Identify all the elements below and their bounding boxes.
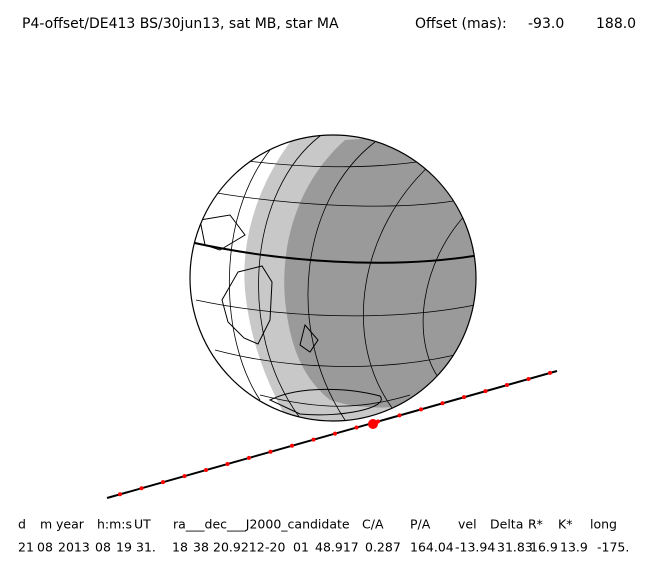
column-header: vel (458, 517, 477, 532)
column-header: h:m:s (97, 517, 132, 532)
cell: 20.9212 (213, 540, 265, 555)
path-point (139, 486, 144, 491)
path-point (311, 437, 316, 442)
globe (190, 135, 476, 421)
cell: 2013 (58, 540, 90, 555)
cell: -175. (597, 540, 629, 555)
cell: 16.9 (530, 540, 558, 555)
path-point (290, 443, 294, 448)
column-header: K* (558, 517, 572, 532)
cell: 38 (193, 540, 209, 555)
offset-label: Offset (mas): (415, 16, 507, 32)
path-point (118, 492, 122, 497)
path-point (462, 395, 466, 400)
offset-x: -93.0 (528, 16, 564, 32)
path-point (161, 480, 165, 485)
column-header: long (590, 517, 617, 532)
cell: -20 (265, 540, 285, 555)
column-header: year (56, 517, 85, 532)
column-header: ra___dec___J2000_candidate (173, 517, 350, 532)
cell: -13.94 (455, 540, 495, 555)
cell: 164.04 (410, 540, 454, 555)
globe-rim (189, 134, 477, 422)
table: d m year h:m:s UT ra___dec___J2000_candidate C… (18, 517, 629, 555)
cell: 0.287 (365, 540, 401, 555)
path-point (247, 455, 251, 460)
path-point (204, 468, 208, 473)
path-point (225, 461, 230, 466)
cell: 08 (37, 540, 53, 555)
cell: 08 (95, 540, 111, 555)
cell: 01 (293, 540, 309, 555)
path-point (182, 474, 187, 479)
cell: 31. (136, 540, 156, 555)
offset-y: 188.0 (596, 16, 636, 32)
cell: 48.917 (315, 540, 359, 555)
column-header: P/A (410, 517, 431, 532)
column-header: d (18, 517, 26, 532)
closest-approach (368, 419, 378, 429)
column-header: Delta (490, 517, 523, 532)
path-points (118, 370, 552, 497)
column-header: R* (528, 517, 543, 532)
path-point (548, 370, 552, 375)
cell: 31.83 (497, 540, 533, 555)
column-header: m (40, 517, 52, 532)
column-header: C/A (362, 517, 384, 532)
path-point (505, 383, 509, 388)
cell: 13.9 (560, 540, 588, 555)
path-point (526, 376, 531, 381)
path-point (419, 407, 423, 412)
path-point (397, 413, 402, 418)
path-point (354, 425, 359, 430)
cell: 19 (116, 540, 132, 555)
path-point (483, 389, 488, 394)
shadow-path (106, 370, 558, 499)
column-header: UT (134, 517, 151, 532)
path-point (333, 431, 337, 436)
cell: 18 (172, 540, 188, 555)
cell: 21 (18, 540, 34, 555)
path-point (268, 449, 273, 454)
path-point (440, 401, 445, 406)
title: P4-offset/DE413 BS/30jun13, sat MB, star… (22, 16, 339, 32)
